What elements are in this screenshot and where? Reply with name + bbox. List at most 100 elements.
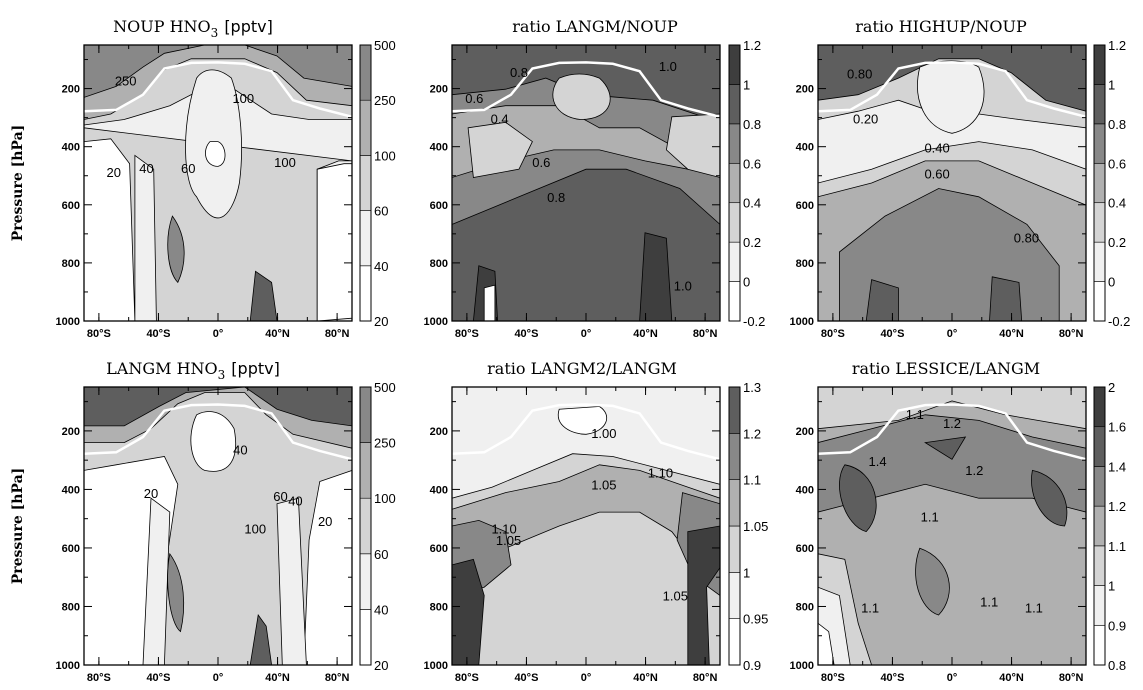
- contour-label: 1.1: [980, 594, 998, 609]
- y-tick-label: 400: [796, 484, 814, 496]
- contour-label: 100: [244, 521, 266, 536]
- colorbar-tick-label: 0.2: [1108, 235, 1126, 250]
- x-tick-label: 0°: [947, 328, 958, 340]
- colorbar-frame: [1093, 44, 1106, 322]
- colorbar-tick-label: 2: [1108, 380, 1115, 395]
- colorbar-tick-label: 1.2: [743, 426, 761, 441]
- contour-label: 0.8: [547, 190, 565, 205]
- contour-fills: [818, 45, 1086, 321]
- colorbar-segment: [1093, 123, 1106, 164]
- y-tick-label: 200: [62, 84, 80, 96]
- contour-region-2: [818, 45, 1086, 112]
- x-tick-label: 80°N: [693, 672, 718, 684]
- contour-label: 1.1: [921, 510, 939, 525]
- contour-fills: [84, 45, 352, 321]
- x-tick-label: 40°N: [633, 328, 658, 340]
- x-tick-label: 0°: [947, 672, 958, 684]
- colorbar-tick-label: 0.8: [743, 117, 761, 132]
- colorbar-tick-label: 60: [374, 547, 388, 562]
- contour-region-5: [1031, 469, 1068, 527]
- x-tick-label: 80°N: [1059, 672, 1084, 684]
- contour-region-5: [276, 497, 307, 665]
- contour-label: 1.05: [591, 477, 616, 492]
- contour-region-4: [839, 464, 877, 533]
- y-tick-label: 800: [430, 601, 448, 613]
- contour-label: 40: [233, 442, 247, 457]
- contour-label: 40: [139, 161, 153, 176]
- contour-region-10: [249, 613, 273, 665]
- x-tick-label: 80°N: [325, 672, 350, 684]
- y-tick-label: 400: [430, 484, 448, 496]
- y-axis-label: Pressure [hPa]: [10, 125, 26, 242]
- colorbar-tick-label: 1.4: [1108, 459, 1126, 474]
- colorbar-segment: [359, 609, 372, 666]
- contour-region-2: [84, 88, 352, 321]
- x-tick-label: 80°S: [455, 672, 479, 684]
- contour-region-7: [84, 45, 352, 98]
- y-tick-label: 800: [430, 258, 448, 270]
- colorbar-tick-label: 1: [1108, 579, 1115, 594]
- colorbar-tick-label: 0.6: [743, 156, 761, 171]
- x-tick-label: 40°S: [880, 328, 904, 340]
- contour-region-3: [84, 138, 136, 321]
- x-tick-label: 80°S: [455, 328, 479, 340]
- colorbar-tick-label: 40: [374, 259, 388, 274]
- colorbar-segment: [728, 525, 741, 573]
- y-tick-label: 600: [796, 543, 814, 555]
- contour-region-7: [452, 558, 485, 665]
- chart-title-subscript: 3: [211, 26, 219, 40]
- x-tick-label: 80°N: [693, 328, 718, 340]
- colorbar-tick-label: 1.2: [743, 38, 761, 53]
- contour-region-6: [924, 436, 967, 460]
- contour-region-9: [205, 141, 226, 167]
- x-tick-label: 40°N: [999, 328, 1024, 340]
- x-tick-label: 80°N: [325, 328, 350, 340]
- colorbar-tick-label: 250: [374, 93, 396, 108]
- contour-label: 0.8: [510, 65, 528, 80]
- contour-fills: [452, 387, 720, 665]
- colorbar-segment: [1093, 84, 1106, 125]
- y-tick-label: 1000: [424, 660, 448, 672]
- colorbar-tick-label: 60: [374, 204, 388, 219]
- contour-label: 0.80: [1014, 231, 1039, 246]
- contour-label: 0.40: [924, 140, 949, 155]
- x-tick-label: 80°S: [821, 672, 845, 684]
- colorbar-segment: [728, 123, 741, 164]
- contour-label: 1.10: [648, 466, 673, 481]
- x-tick-label: 80°N: [1059, 328, 1084, 340]
- contour-label: 1.10: [491, 521, 516, 536]
- colorbar-tick-label: 500: [374, 380, 396, 395]
- y-tick-label: 800: [796, 601, 814, 613]
- colorbar-tick-label: 0.9: [1108, 618, 1126, 633]
- contour-label: 1.0: [674, 278, 692, 293]
- x-tick-label: 40°S: [880, 672, 904, 684]
- chart-panel-1: 250 100 100 60 40 20 80°S 40°S 0° 40°N 80°N 200 400 6…: [10, 17, 396, 340]
- x-tick-label: 40°S: [514, 672, 538, 684]
- colorbar-segment: [728, 618, 741, 666]
- chart-panel-6: 1.1 1.2 1.4 1.2 1.1 1.1 1.1 1.1 80°S 40°S 0° 40°N 80…: [790, 359, 1127, 684]
- contour-label: 20: [318, 514, 332, 529]
- colorbar-frame: [728, 44, 741, 322]
- y-tick-label: 200: [430, 426, 448, 438]
- contour-region-7: [84, 387, 352, 427]
- y-tick-label: 400: [62, 142, 80, 154]
- colorbar-tick-label: 40: [374, 602, 388, 617]
- colorbar-tick-label: 100: [374, 148, 396, 163]
- colorbar-segment: [359, 44, 372, 101]
- colorbar-tick-label: -0.2: [743, 314, 765, 329]
- chart-title: ratio LANGM2/LANGM: [487, 359, 677, 378]
- tropopause-line: [84, 403, 352, 461]
- colorbar: 20 40 60 100 250 500: [359, 38, 396, 329]
- y-tick-label: 1000: [56, 660, 80, 672]
- colorbar-tick-label: 1: [743, 77, 750, 92]
- x-tick-label: 40°S: [514, 328, 538, 340]
- contour-region-3: [557, 406, 608, 435]
- contour-label: 1.4: [869, 454, 887, 469]
- contour-region-11: [249, 270, 278, 321]
- colorbar-segment: [728, 433, 741, 480]
- tropopause-line: [818, 61, 1086, 119]
- contour-label: 0.20: [853, 111, 878, 126]
- chart-title: ratio LANGM/NOUP: [512, 17, 678, 36]
- colorbar-tick-label: 0.9: [743, 658, 761, 673]
